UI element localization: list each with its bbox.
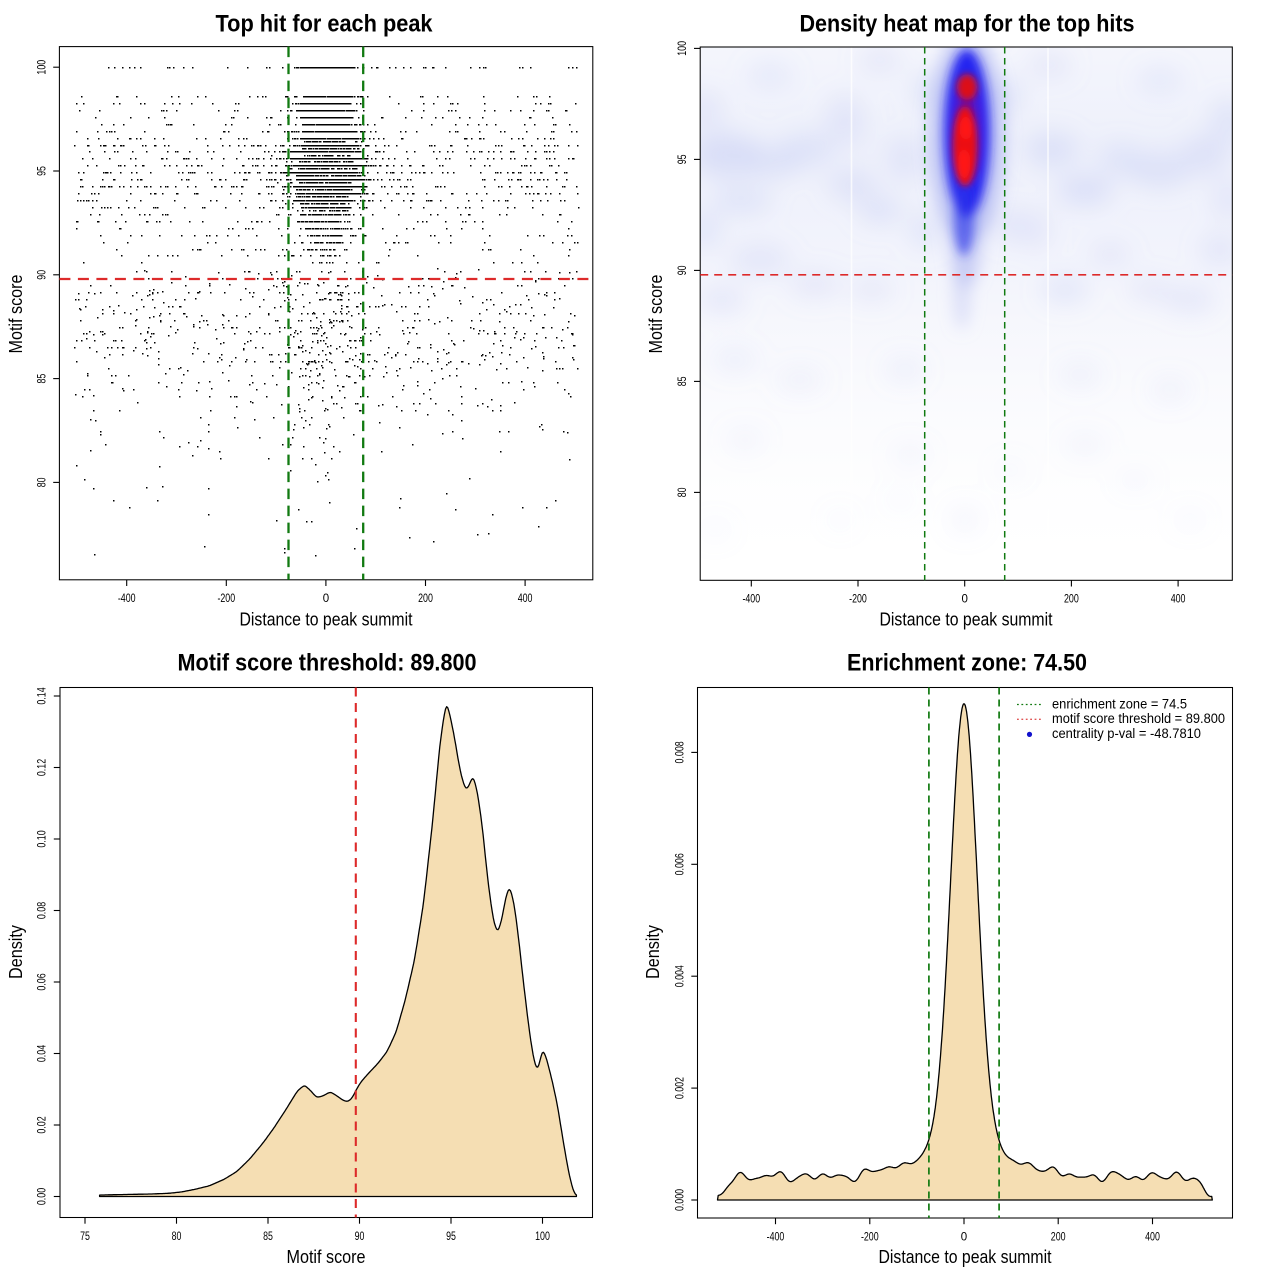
svg-text:200: 200 <box>1064 594 1079 606</box>
svg-text:80: 80 <box>36 478 48 488</box>
svg-text:80: 80 <box>172 1231 182 1243</box>
svg-text:400: 400 <box>1145 1232 1160 1244</box>
svg-text:0.002: 0.002 <box>675 1077 687 1099</box>
svg-text:0.12: 0.12 <box>36 759 48 776</box>
svg-text:400: 400 <box>1171 594 1186 606</box>
svg-text:motif score threshold = 89.800: motif score threshold = 89.800 <box>1052 711 1225 726</box>
svg-text:enrichment zone = 74.5: enrichment zone = 74.5 <box>1052 696 1187 711</box>
svg-text:95: 95 <box>677 154 689 164</box>
svg-text:0.006: 0.006 <box>675 853 687 875</box>
svg-text:95: 95 <box>446 1231 456 1243</box>
svg-text:85: 85 <box>677 376 689 386</box>
svg-text:Enrichment zone: 74.50: Enrichment zone: 74.50 <box>847 650 1087 677</box>
svg-text:Motif score: Motif score <box>645 275 666 354</box>
svg-text:0: 0 <box>961 594 967 606</box>
svg-text:Density: Density <box>642 924 663 979</box>
svg-text:0.04: 0.04 <box>36 1044 48 1062</box>
svg-text:0.10: 0.10 <box>36 830 48 847</box>
svg-text:Motif score threshold: 89.800: Motif score threshold: 89.800 <box>178 650 477 677</box>
svg-text:80: 80 <box>677 487 689 497</box>
svg-text:0.008: 0.008 <box>675 741 687 763</box>
svg-text:90: 90 <box>355 1231 365 1243</box>
svg-text:-200: -200 <box>861 1232 879 1244</box>
svg-text:0: 0 <box>961 1232 967 1244</box>
svg-text:Distance to peak summit: Distance to peak summit <box>240 609 413 630</box>
svg-text:-400: -400 <box>742 594 760 606</box>
svg-text:-200: -200 <box>217 593 235 605</box>
svg-text:Top hit for each peak: Top hit for each peak <box>216 11 434 38</box>
svg-text:-200: -200 <box>849 594 867 606</box>
svg-text:Density: Density <box>5 924 26 979</box>
svg-text:200: 200 <box>418 593 433 605</box>
svg-text:75: 75 <box>80 1231 90 1243</box>
svg-text:0.00: 0.00 <box>36 1188 48 1205</box>
svg-text:90: 90 <box>36 270 48 280</box>
svg-text:90: 90 <box>677 265 689 275</box>
svg-text:100: 100 <box>36 60 48 75</box>
svg-text:-400: -400 <box>118 593 136 605</box>
svg-text:95: 95 <box>36 166 48 176</box>
svg-text:Motif score: Motif score <box>287 1246 366 1267</box>
svg-text:85: 85 <box>263 1231 273 1243</box>
svg-text:Distance to peak summit: Distance to peak summit <box>880 609 1053 630</box>
svg-text:0.14: 0.14 <box>36 687 48 705</box>
svg-text:-400: -400 <box>767 1232 785 1244</box>
svg-text:Motif score: Motif score <box>5 275 26 354</box>
svg-text:0.000: 0.000 <box>675 1189 687 1211</box>
svg-text:0.02: 0.02 <box>36 1116 48 1133</box>
svg-text:0.08: 0.08 <box>36 902 48 919</box>
svg-text:centrality p-val = -48.7810: centrality p-val = -48.7810 <box>1052 726 1201 741</box>
svg-text:0: 0 <box>323 593 329 605</box>
svg-text:85: 85 <box>36 374 48 384</box>
svg-text:Distance to peak summit: Distance to peak summit <box>879 1246 1052 1267</box>
svg-text:Density heat map for the top h: Density heat map for the top hits <box>800 11 1135 38</box>
svg-text:100: 100 <box>535 1231 550 1243</box>
svg-text:0.004: 0.004 <box>675 965 687 988</box>
svg-text:400: 400 <box>518 593 533 605</box>
svg-text:0.06: 0.06 <box>36 973 48 990</box>
svg-text:100: 100 <box>677 41 689 56</box>
svg-text:200: 200 <box>1051 1232 1066 1244</box>
